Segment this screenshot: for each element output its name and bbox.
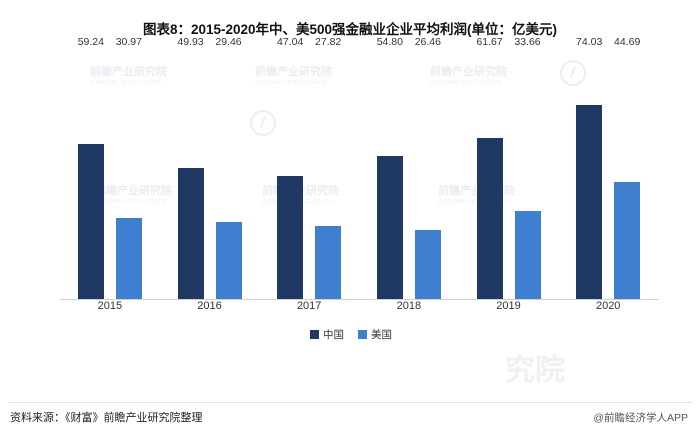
bar-wrap-cn: 61.67 xyxy=(476,36,503,299)
bar-wrap-us: 30.97 xyxy=(115,36,142,299)
x-axis-labels: 2015 2016 2017 2018 2019 2020 xyxy=(60,300,658,316)
bar-wrap-cn: 47.04 xyxy=(277,36,304,299)
chart-legend: 中国 美国 xyxy=(38,327,664,342)
legend-label: 美国 xyxy=(371,329,392,341)
bar-cn-2017 xyxy=(277,176,304,299)
bar-group: 74.03 44.69 xyxy=(558,36,658,299)
bar-wrap-cn: 49.93 xyxy=(177,36,204,299)
bar-cn-2020 xyxy=(576,105,603,299)
bar-value-label: 61.67 xyxy=(476,36,503,48)
bar-us-2017 xyxy=(315,226,342,299)
bar-group: 47.04 27.82 xyxy=(259,36,359,299)
bar-value-label: 54.80 xyxy=(376,36,403,48)
legend-swatch-icon xyxy=(358,330,367,339)
x-tick-label: 2018 xyxy=(396,300,422,312)
bar-wrap-us: 27.82 xyxy=(315,36,342,299)
page-title: 图表8：2015-2020年中、美500强金融业企业平均利润(单位：亿美元) xyxy=(142,22,558,37)
bar-group: 49.93 29.46 xyxy=(160,36,260,299)
x-tick-label: 2019 xyxy=(496,300,521,312)
bar-value-label: 49.93 xyxy=(177,36,204,48)
bar-value-label: 26.46 xyxy=(414,36,441,48)
bar-us-2020 xyxy=(614,182,641,299)
plot-area: 59.24 30.97 49.93 29.46 xyxy=(60,36,658,300)
bar-value-label: 59.24 xyxy=(77,36,104,48)
bar-us-2019 xyxy=(514,211,541,299)
bar-group: 59.24 30.97 xyxy=(60,36,160,299)
x-tick-label: 2020 xyxy=(595,300,621,312)
x-axis-line xyxy=(60,299,658,300)
bar-wrap-us: 29.46 xyxy=(215,36,242,299)
bar-group: 61.67 33.66 xyxy=(459,36,559,299)
x-tick-label: 2015 xyxy=(97,300,123,312)
bar-wrap-us: 26.46 xyxy=(414,36,441,299)
bar-group: 54.80 26.46 xyxy=(359,36,459,299)
bar-value-label: 44.69 xyxy=(614,36,641,48)
x-tick-label: 2017 xyxy=(296,300,322,312)
bar-us-2015 xyxy=(115,218,142,299)
bar-value-label: 47.04 xyxy=(277,36,304,48)
legend-swatch-icon xyxy=(310,330,319,339)
source-note: 资料来源：《财富》前瞻产业研究院整理 xyxy=(10,412,203,424)
bar-cn-2015 xyxy=(77,144,104,299)
bar-us-2018 xyxy=(414,230,441,299)
legend-item-usa[interactable]: 美国 xyxy=(358,327,392,342)
bar-wrap-cn: 54.80 xyxy=(376,36,403,299)
legend-item-china[interactable]: 中国 xyxy=(310,327,344,342)
legend-label: 中国 xyxy=(323,329,344,341)
bar-value-label: 29.46 xyxy=(215,36,242,48)
bar-value-label: 27.82 xyxy=(315,36,342,48)
bar-cn-2018 xyxy=(376,156,403,299)
watermark-large-text: 究院 xyxy=(505,354,565,387)
bar-us-2016 xyxy=(215,222,242,299)
bar-value-label: 33.66 xyxy=(514,36,541,48)
bar-cn-2019 xyxy=(476,138,503,299)
bar-value-label: 74.03 xyxy=(576,36,603,48)
credit-note: @前瞻经济学人APP xyxy=(593,412,688,424)
bar-chart: 59.24 30.97 49.93 29.46 xyxy=(38,36,664,342)
x-tick-label: 2016 xyxy=(197,300,222,312)
bar-cn-2016 xyxy=(177,168,204,299)
bar-wrap-cn: 59.24 xyxy=(77,36,104,299)
bar-value-label: 30.97 xyxy=(115,36,142,48)
bar-wrap-us: 44.69 xyxy=(614,36,641,299)
footer-divider xyxy=(8,402,692,403)
bar-wrap-cn: 74.03 xyxy=(576,36,603,299)
bar-wrap-us: 33.66 xyxy=(514,36,541,299)
bar-groups: 59.24 30.97 49.93 29.46 xyxy=(60,36,658,299)
